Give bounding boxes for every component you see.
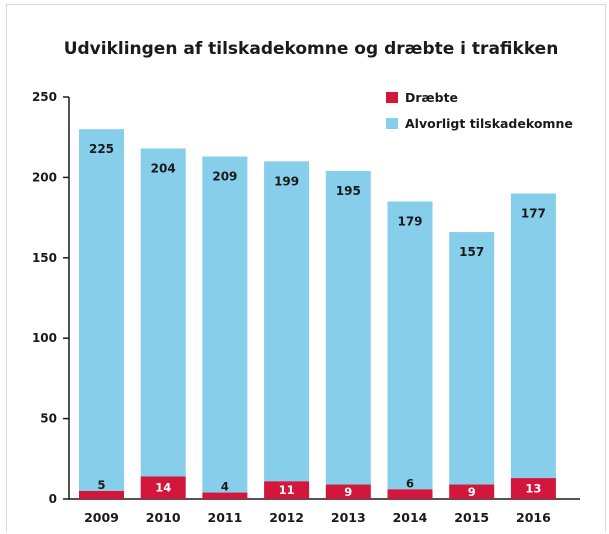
- legend-swatch-draebte: [386, 92, 398, 103]
- bar-draebte-2012: [264, 481, 310, 499]
- y-tick-label: 0: [49, 492, 57, 506]
- data-label-alvorligt-2016: 177: [521, 206, 546, 220]
- bar-draebte-2014: [387, 489, 433, 499]
- bar-alvorligt-2015: [449, 232, 495, 485]
- x-tick-label-2015: 2015: [454, 510, 489, 525]
- data-label-draebte-2009: 5: [97, 478, 105, 492]
- bar-draebte-2009: [79, 490, 124, 499]
- data-label-alvorligt-2012: 199: [274, 174, 299, 188]
- y-tick-label: 250: [32, 90, 57, 104]
- legend-swatch-alvorligt: [386, 118, 398, 129]
- data-label-alvorligt-2014: 179: [397, 215, 422, 229]
- y-tick-label: 150: [32, 251, 57, 265]
- bar-alvorligt-2016: [510, 193, 556, 479]
- bar-draebte-2010: [140, 476, 186, 499]
- y-tick-label: 200: [32, 170, 57, 184]
- y-tick-label: 100: [32, 331, 57, 345]
- data-label-alvorligt-2011: 209: [212, 169, 237, 183]
- x-tick-label-2016: 2016: [516, 510, 551, 525]
- data-label-alvorligt-2010: 204: [151, 161, 176, 175]
- x-tick-label-2010: 2010: [146, 510, 181, 525]
- chart-frame: [6, 4, 606, 532]
- legend-label-draebte: Dræbte: [405, 90, 458, 105]
- bar-draebte-2011: [202, 492, 248, 499]
- x-axis-labels: 2009 2010 2011 2012 2013 2014 2015 2016: [84, 510, 551, 525]
- bar-alvorligt-2014: [387, 201, 433, 490]
- legend-label-alvorligt: Alvorligt tilskadekomne: [405, 116, 573, 131]
- data-label-draebte-2015: 9: [468, 485, 476, 499]
- x-tick-label-2011: 2011: [208, 510, 243, 525]
- chart-title: Udviklingen af tilskadekomne og dræbte i…: [64, 39, 559, 59]
- data-label-draebte-2014: 6: [406, 476, 414, 490]
- y-tick-label: 50: [40, 412, 57, 426]
- bar-draebte-2013: [325, 484, 371, 499]
- x-tick-label-2013: 2013: [331, 510, 366, 525]
- legend: Dræbte Alvorligt tilskadekomne: [386, 90, 573, 131]
- x-tick-label-2012: 2012: [269, 510, 304, 525]
- bar-draebte-2015: [449, 484, 495, 499]
- data-label-alvorligt-2013: 195: [336, 184, 361, 198]
- x-tick-label-2014: 2014: [393, 510, 428, 525]
- bar-alvorligt-2012: [264, 161, 310, 482]
- bar-draebte-2016: [510, 478, 556, 499]
- y-axis-ticks: 0 50 100 150 200 250: [32, 90, 69, 506]
- x-tick-label-2009: 2009: [84, 510, 119, 525]
- data-label-draebte-2010: 14: [155, 481, 171, 495]
- bar-alvorligt-2010: [140, 148, 186, 477]
- data-label-draebte-2013: 9: [344, 485, 352, 499]
- bar-alvorligt-2011: [202, 156, 248, 493]
- bar-alvorligt-2013: [325, 170, 371, 485]
- data-label-alvorligt-2009: 225: [89, 142, 114, 156]
- data-label-draebte-2012: 11: [279, 483, 295, 497]
- bars-group: 225 5 204 14 209 4 199 11 195 9 179 6 157 9 177 13: [79, 129, 556, 499]
- bar-alvorligt-2009: [79, 129, 124, 491]
- data-label-draebte-2016: 13: [525, 482, 541, 496]
- data-label-draebte-2011: 4: [221, 480, 229, 494]
- data-label-alvorligt-2015: 157: [459, 245, 484, 259]
